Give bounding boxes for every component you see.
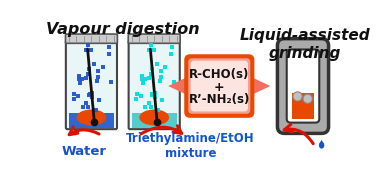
- FancyBboxPatch shape: [129, 41, 180, 129]
- Text: Water: Water: [61, 145, 106, 158]
- Ellipse shape: [139, 109, 169, 125]
- Text: Vapour digestion: Vapour digestion: [46, 22, 199, 37]
- Text: Liquid-assisted
grinding: Liquid-assisted grinding: [240, 28, 371, 61]
- Text: Triethylamine/EtOH
mixture: Triethylamine/EtOH mixture: [126, 132, 255, 160]
- FancyBboxPatch shape: [287, 49, 319, 123]
- Circle shape: [293, 92, 302, 101]
- Ellipse shape: [319, 142, 324, 149]
- Text: +: +: [214, 81, 225, 94]
- Polygon shape: [188, 76, 270, 96]
- Ellipse shape: [76, 109, 106, 125]
- FancyBboxPatch shape: [277, 39, 328, 133]
- Polygon shape: [168, 76, 251, 96]
- FancyBboxPatch shape: [191, 61, 248, 111]
- Bar: [292, 93, 314, 119]
- FancyBboxPatch shape: [128, 34, 180, 43]
- FancyBboxPatch shape: [65, 34, 118, 43]
- Text: R-CHO(s): R-CHO(s): [189, 68, 249, 81]
- Text: R’-NH₂(s): R’-NH₂(s): [189, 93, 250, 106]
- FancyBboxPatch shape: [188, 58, 250, 114]
- FancyBboxPatch shape: [186, 56, 253, 116]
- Bar: [132, 113, 177, 128]
- Bar: [69, 113, 114, 128]
- Polygon shape: [319, 140, 324, 144]
- FancyBboxPatch shape: [66, 41, 117, 129]
- Circle shape: [303, 94, 312, 103]
